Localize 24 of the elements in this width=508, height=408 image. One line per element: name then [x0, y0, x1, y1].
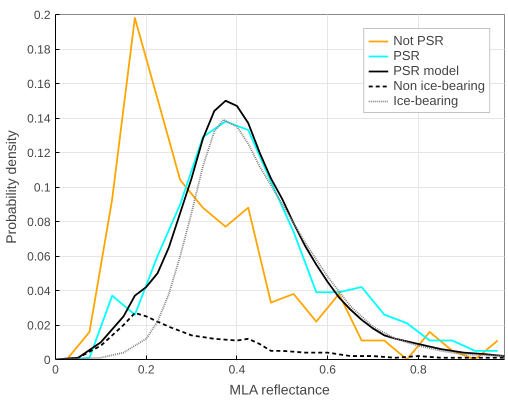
x-tick-label: 0.4 [228, 362, 246, 376]
y-tick-label: 0.04 [27, 284, 51, 298]
line-series [66, 17, 499, 360]
legend-label: PSR [393, 48, 420, 63]
y-tick-label: 0.1 [34, 180, 51, 194]
y-tick-label: 0.18 [27, 42, 51, 56]
y-tick-label: 0.16 [27, 77, 51, 91]
x-axis-title: MLA reflectance [229, 382, 330, 398]
y-tick-label: 0.02 [27, 318, 51, 332]
x-tick-label: 0 [52, 362, 60, 376]
legend-label: PSR model [393, 63, 459, 78]
legend-label: Ice-bearing [393, 93, 458, 108]
y-axis-title: Probability density [3, 130, 20, 244]
y-tick-label: 0.14 [27, 112, 51, 126]
legend-label: Non ice-bearing [393, 78, 485, 93]
y-tick-label: 0.06 [27, 250, 51, 264]
y-tick-label: 0.08 [27, 215, 51, 229]
y-tick-label: 0.12 [27, 146, 51, 160]
y-tick-label: 0.2 [34, 8, 51, 22]
x-tick-label: 0.8 [410, 362, 427, 376]
x-tick-label: 0.2 [138, 362, 155, 376]
x-tick-label: 0.6 [319, 362, 336, 376]
legend-label: Not PSR [393, 33, 444, 48]
y-tick-label: 0 [44, 353, 51, 367]
